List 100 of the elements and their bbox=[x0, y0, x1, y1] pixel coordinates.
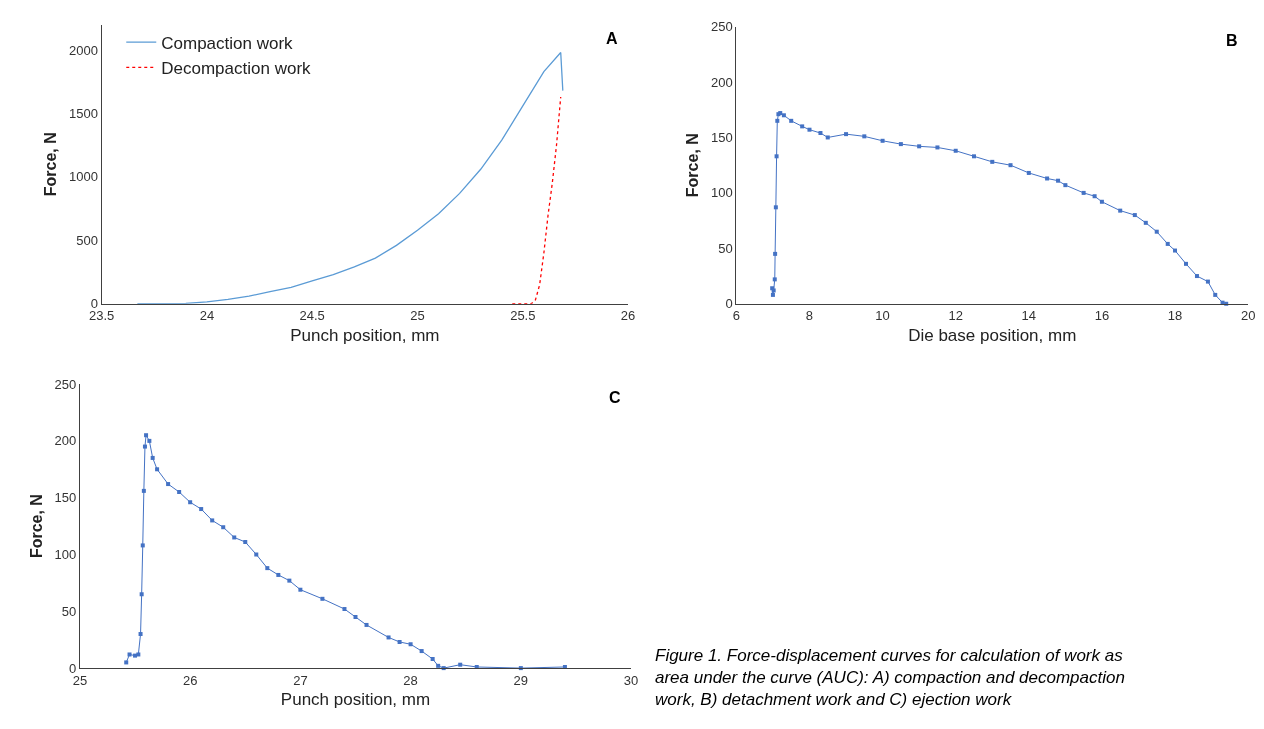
point bbox=[144, 433, 149, 438]
point bbox=[774, 154, 779, 159]
point bbox=[1184, 261, 1188, 266]
x-tick-label: 26 bbox=[620, 308, 636, 324]
point bbox=[419, 649, 424, 654]
y-tick-label: 200 bbox=[711, 74, 733, 90]
y-tick-label: 150 bbox=[711, 130, 733, 146]
point bbox=[142, 444, 147, 449]
point bbox=[1165, 241, 1170, 246]
point bbox=[139, 592, 144, 597]
point bbox=[147, 438, 152, 443]
point bbox=[789, 118, 794, 123]
x-tick-label: 8 bbox=[805, 308, 814, 324]
y-axis-title: Force, N bbox=[27, 494, 45, 559]
y-tick-label: 200 bbox=[54, 433, 77, 449]
x-tick-label: 30 bbox=[623, 672, 639, 688]
point bbox=[124, 660, 129, 665]
point bbox=[243, 540, 248, 544]
point bbox=[953, 148, 958, 153]
x-tick-label: 20 bbox=[1240, 308, 1256, 324]
point bbox=[364, 622, 369, 627]
x-tick-label: 26 bbox=[182, 672, 198, 688]
point bbox=[276, 572, 281, 577]
point bbox=[458, 662, 463, 667]
x-axis-title: Punch position, mm bbox=[290, 325, 440, 345]
y-axis-title: Force, N bbox=[683, 133, 701, 198]
point bbox=[1081, 190, 1086, 195]
y-tick-label: 0 bbox=[725, 296, 733, 312]
point bbox=[800, 124, 805, 129]
point bbox=[990, 159, 995, 164]
point bbox=[1008, 163, 1013, 168]
point bbox=[935, 145, 940, 150]
point bbox=[1173, 248, 1178, 253]
point bbox=[150, 455, 155, 460]
point bbox=[232, 535, 237, 540]
point bbox=[155, 467, 160, 472]
point bbox=[773, 251, 778, 256]
point bbox=[1092, 194, 1097, 199]
caption: Figure 1. Force-displacement curves for calculation of work as area under the curve (AUC): A) compaction and decompaction work, B) detachment work and C) ejection work bbox=[655, 646, 1125, 710]
point bbox=[773, 205, 778, 210]
x-tick-label: 14 bbox=[1021, 308, 1037, 324]
y-tick-label: 250 bbox=[711, 19, 733, 35]
x-axis-title: Punch position, mm bbox=[280, 690, 431, 710]
x-tick-label: 27 bbox=[293, 672, 308, 688]
point bbox=[1118, 208, 1123, 213]
y-tick-label: 1000 bbox=[69, 169, 98, 185]
point bbox=[770, 292, 775, 297]
x-axis-title: Die base position, mm bbox=[908, 325, 1077, 345]
point bbox=[140, 543, 145, 548]
x-tick-label: 25 bbox=[410, 308, 425, 324]
point bbox=[265, 566, 270, 571]
point bbox=[862, 134, 867, 139]
point bbox=[436, 663, 441, 668]
point bbox=[298, 587, 303, 592]
x-tick-label: 10 bbox=[875, 308, 890, 324]
x-tick-label: 6 bbox=[732, 308, 740, 324]
point bbox=[397, 639, 402, 644]
point bbox=[1154, 229, 1159, 234]
point bbox=[141, 488, 146, 493]
point bbox=[1045, 176, 1050, 181]
x-tick-label: 12 bbox=[948, 308, 963, 324]
point bbox=[1213, 292, 1218, 297]
point bbox=[177, 490, 182, 495]
point bbox=[127, 652, 132, 657]
point bbox=[408, 642, 413, 647]
point bbox=[1026, 170, 1031, 175]
chart-title: A bbox=[606, 30, 618, 47]
x-tick-label: 24.5 bbox=[299, 308, 325, 324]
point bbox=[386, 635, 391, 640]
y-tick-label: 100 bbox=[54, 547, 77, 563]
point bbox=[287, 578, 292, 583]
x-tick-label: 25.5 bbox=[510, 308, 536, 324]
legend-label: Decompaction work bbox=[161, 58, 312, 78]
point bbox=[353, 614, 358, 619]
point bbox=[210, 518, 215, 523]
point bbox=[1056, 178, 1061, 183]
y-axis-title: Force, N bbox=[41, 132, 59, 197]
point bbox=[781, 113, 786, 118]
point bbox=[1099, 199, 1104, 204]
point bbox=[971, 154, 976, 159]
point bbox=[1132, 213, 1137, 218]
point bbox=[1194, 274, 1199, 279]
y-tick-label: 2000 bbox=[69, 42, 98, 58]
point bbox=[166, 482, 171, 487]
point bbox=[138, 632, 143, 637]
y-tick-label: 50 bbox=[61, 603, 77, 619]
x-tick-label: 24 bbox=[199, 308, 215, 324]
y-tick-label: 250 bbox=[54, 376, 77, 392]
point bbox=[342, 607, 347, 612]
point bbox=[188, 500, 193, 505]
point bbox=[772, 277, 777, 282]
point bbox=[844, 132, 849, 137]
y-tick-label: 500 bbox=[76, 232, 98, 248]
point bbox=[1143, 220, 1148, 225]
chart-title: C bbox=[609, 389, 621, 406]
y-tick-label: 50 bbox=[718, 240, 733, 256]
x-tick-label: 29 bbox=[513, 672, 529, 688]
x-tick-label: 28 bbox=[403, 672, 418, 688]
point bbox=[430, 657, 435, 662]
point bbox=[818, 131, 823, 136]
